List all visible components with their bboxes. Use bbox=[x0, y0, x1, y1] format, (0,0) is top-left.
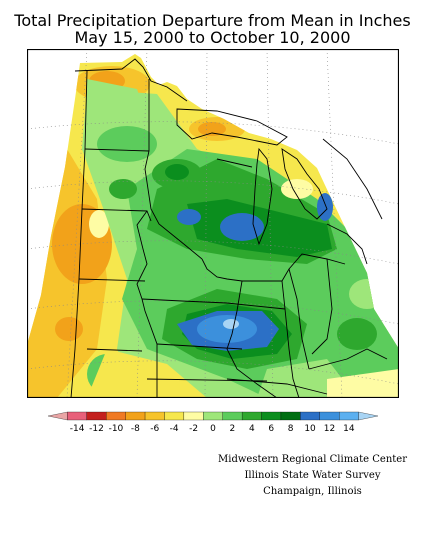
legend-label: 0 bbox=[210, 424, 216, 434]
legend-label: 12 bbox=[324, 424, 335, 434]
legend-swatch bbox=[144, 411, 165, 421]
legend-swatch bbox=[164, 411, 185, 421]
legend-label: 8 bbox=[288, 424, 294, 434]
precipitation-departure-map bbox=[27, 49, 399, 398]
legend-labels: -14 -12 -10 -8 -6 -4 -2 0 2 4 6 8 10 12 14 bbox=[70, 424, 355, 434]
legend-label: -6 bbox=[150, 424, 159, 434]
legend-swatch bbox=[319, 411, 340, 421]
credit-mrcc: Midwestern Regional Climate Center bbox=[218, 454, 407, 465]
legend-label: 6 bbox=[268, 424, 274, 434]
legend-label: 4 bbox=[249, 424, 255, 434]
legend-label: -12 bbox=[89, 424, 104, 434]
legend-swatch bbox=[183, 411, 204, 421]
legend-label: -10 bbox=[109, 424, 124, 434]
legend-swatch bbox=[203, 411, 223, 421]
map-subtitle-date-range: May 15, 2000 to October 10, 2000 bbox=[74, 28, 351, 47]
legend-swatch bbox=[125, 411, 146, 421]
legend-swatches bbox=[47, 411, 379, 421]
legend-swatch bbox=[86, 411, 107, 421]
legend-swatch bbox=[358, 411, 379, 421]
legend-label: -2 bbox=[189, 424, 198, 434]
legend-swatch bbox=[106, 411, 126, 421]
legend-swatch bbox=[300, 411, 320, 421]
credit-location: Champaign, Illinois bbox=[263, 486, 362, 497]
legend-label: -8 bbox=[131, 424, 140, 434]
legend-swatch bbox=[222, 411, 243, 421]
legend-label: -4 bbox=[170, 424, 179, 434]
state-boundaries bbox=[70, 58, 388, 398]
legend-label: -14 bbox=[70, 424, 85, 434]
legend-swatch bbox=[339, 411, 359, 421]
legend-label: 14 bbox=[343, 424, 355, 434]
legend-label: 10 bbox=[304, 424, 316, 434]
legend-label: 2 bbox=[230, 424, 236, 434]
credit-isws: Illinois State Water Survey bbox=[244, 470, 381, 481]
legend-swatch bbox=[280, 411, 301, 421]
color-scale-legend: -14 -12 -10 -8 -6 -4 -2 0 2 4 6 8 10 12 14 bbox=[47, 411, 379, 434]
legend-swatch bbox=[261, 411, 282, 421]
legend-swatch bbox=[67, 411, 87, 421]
map-title: Total Precipitation Departure from Mean … bbox=[14, 11, 411, 30]
legend-swatch bbox=[241, 411, 262, 421]
legend-swatch bbox=[47, 411, 68, 421]
